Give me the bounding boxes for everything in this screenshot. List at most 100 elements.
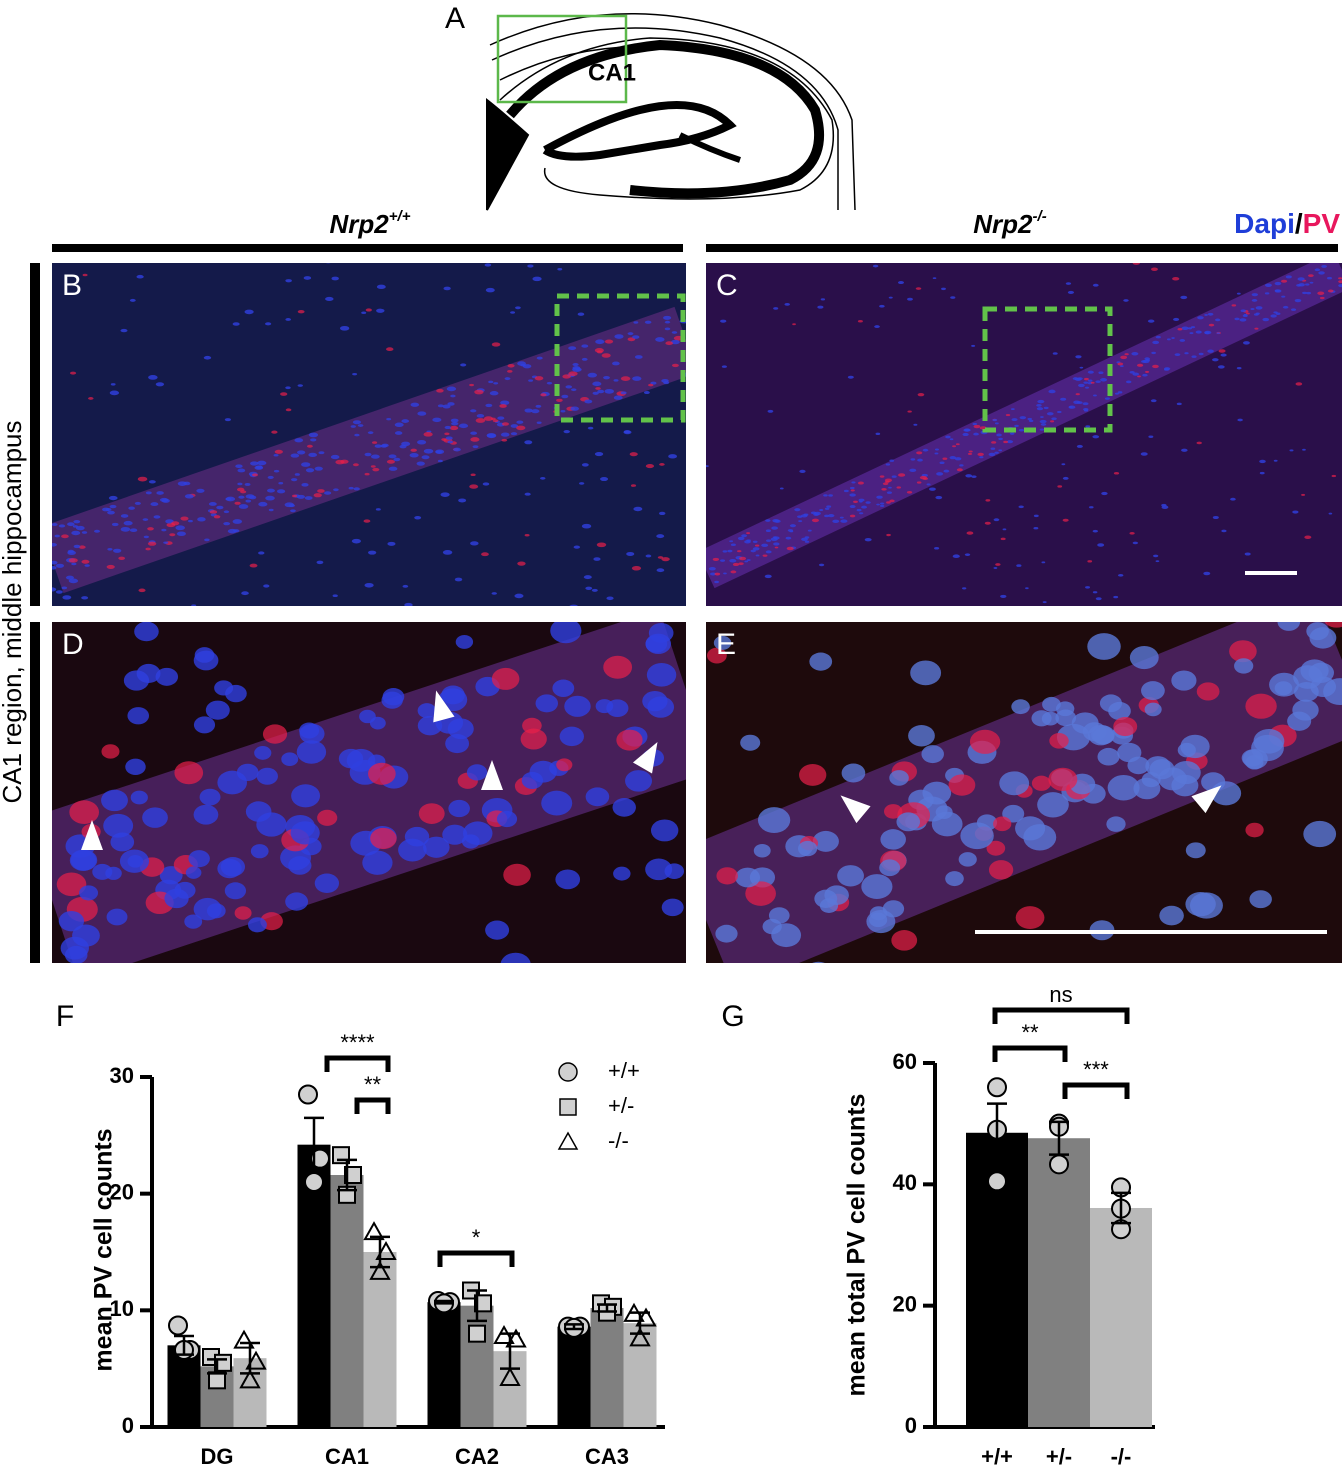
cell xyxy=(155,382,165,387)
diagram-line xyxy=(499,37,835,200)
cell xyxy=(208,501,217,506)
region-box xyxy=(496,14,628,104)
cell xyxy=(715,924,738,943)
cell xyxy=(520,728,547,750)
cell xyxy=(441,438,447,441)
cell xyxy=(1000,594,1007,598)
cell xyxy=(1309,281,1314,284)
cell xyxy=(1101,491,1108,496)
data-point xyxy=(304,1172,324,1192)
cell xyxy=(331,276,339,281)
cell xyxy=(314,873,340,894)
cell xyxy=(1207,312,1214,316)
cell xyxy=(1119,199,1125,202)
cell xyxy=(71,530,81,536)
cell xyxy=(249,563,258,568)
cell xyxy=(55,590,63,594)
cell xyxy=(1009,432,1015,435)
cell xyxy=(1229,640,1257,663)
cell xyxy=(707,647,727,664)
cell xyxy=(285,279,292,283)
cell xyxy=(499,404,507,408)
cell xyxy=(285,386,291,390)
cell xyxy=(765,550,772,554)
cell xyxy=(528,379,534,382)
cell xyxy=(524,533,530,537)
cell xyxy=(881,487,887,491)
cell xyxy=(1092,283,1099,287)
cell xyxy=(193,897,222,921)
cell xyxy=(1217,365,1225,369)
cell xyxy=(398,838,427,862)
cell xyxy=(1190,326,1196,329)
cell xyxy=(68,578,79,584)
cell xyxy=(245,499,252,503)
cell xyxy=(209,510,218,514)
panel-label: F xyxy=(56,1000,74,1033)
cell xyxy=(102,507,110,512)
cell xyxy=(301,462,311,467)
cell xyxy=(952,554,960,559)
cell xyxy=(65,575,74,580)
cell xyxy=(541,790,573,816)
cell xyxy=(1237,418,1243,422)
significance-bracket xyxy=(324,1055,391,1072)
cell xyxy=(768,907,790,924)
cell xyxy=(307,989,325,1003)
cell xyxy=(1075,355,1082,359)
cell xyxy=(663,315,672,320)
cell xyxy=(461,834,480,849)
cell xyxy=(306,444,313,448)
cell xyxy=(191,604,197,606)
cell xyxy=(882,900,905,918)
cell xyxy=(954,457,962,461)
cell xyxy=(130,790,148,805)
data-point xyxy=(468,1324,486,1343)
cell xyxy=(812,830,839,852)
cell xyxy=(1282,305,1289,309)
cell xyxy=(875,432,881,435)
cell xyxy=(69,800,100,825)
arrowhead xyxy=(632,742,658,774)
cell xyxy=(552,679,575,697)
cell xyxy=(874,325,880,328)
cell xyxy=(809,652,833,671)
significance-bracket xyxy=(1062,1082,1130,1099)
cell xyxy=(1037,399,1045,404)
header-bar xyxy=(52,244,683,252)
cell xyxy=(142,518,149,521)
cell xyxy=(879,504,885,508)
cell xyxy=(1095,597,1102,601)
cell xyxy=(56,872,87,897)
cell xyxy=(604,339,614,344)
cell xyxy=(150,502,159,507)
cell xyxy=(450,394,456,398)
cell xyxy=(969,729,1001,754)
cell xyxy=(554,165,562,169)
cell xyxy=(290,453,300,458)
cell xyxy=(761,543,769,548)
cell xyxy=(303,276,312,280)
superscript: -/- xyxy=(1033,208,1047,225)
cell xyxy=(823,494,828,497)
cell xyxy=(394,422,404,428)
error-bar xyxy=(467,1289,487,1323)
cell xyxy=(880,829,906,850)
error-bar xyxy=(207,1358,227,1375)
panel-label: E xyxy=(716,628,736,661)
cell xyxy=(401,419,409,423)
cell xyxy=(798,520,803,523)
cell xyxy=(489,391,499,396)
data-point xyxy=(1049,1154,1069,1175)
cell xyxy=(244,482,251,486)
cell xyxy=(1326,276,1333,280)
cell xyxy=(125,758,146,776)
cell xyxy=(294,473,300,476)
cell xyxy=(1212,515,1219,520)
cell xyxy=(364,582,374,588)
legend-label: +/+ xyxy=(608,1058,640,1083)
cell xyxy=(1212,358,1219,362)
cell xyxy=(317,489,325,493)
cell xyxy=(247,917,267,933)
cell xyxy=(1295,41,1299,43)
